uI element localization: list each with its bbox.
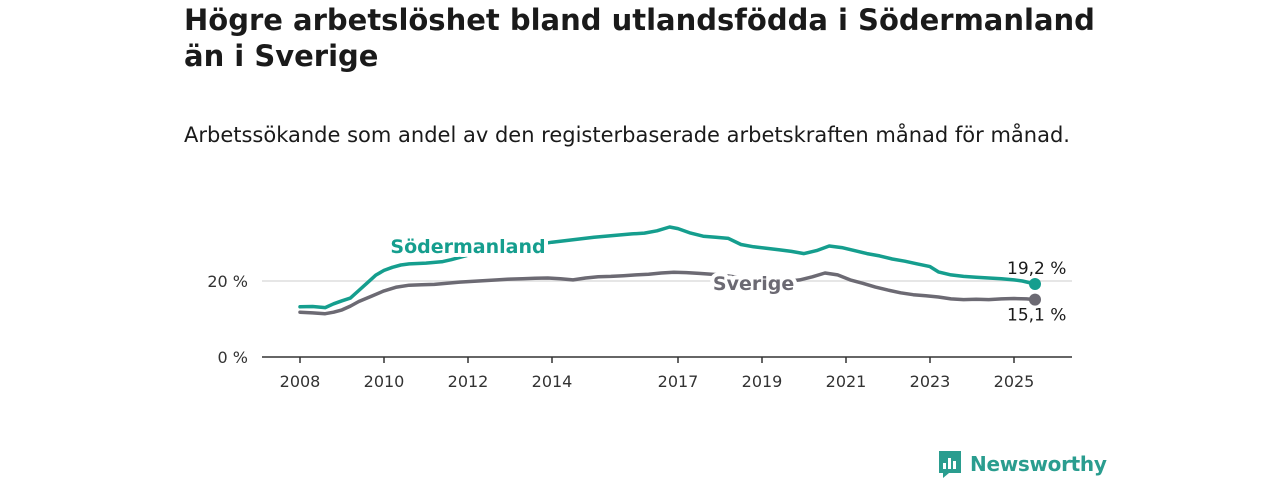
x-tick-label: 2012	[448, 372, 489, 391]
x-tick-label: 2021	[826, 372, 867, 391]
series-label-sverige: Sverige	[713, 273, 794, 295]
series-line-sverige	[298, 270, 1037, 316]
x-tick-label: 2023	[910, 372, 951, 391]
series-label-halo: Sverige	[713, 273, 794, 295]
series-label-halo: Södermanland	[390, 236, 545, 258]
x-tick-label: 2008	[280, 372, 321, 391]
newsworthy-logo: Newsworthy	[937, 449, 1107, 479]
x-tick-label: 2014	[532, 372, 573, 391]
end-marker-sverige	[1029, 293, 1041, 306]
bar-chart-speech-bubble-icon	[939, 451, 961, 478]
end-marker-sdermanland	[1029, 278, 1041, 291]
x-tick-label: 2025	[994, 372, 1035, 391]
chart-title: Högre arbetslöshet bland utlandsfödda i …	[184, 3, 1095, 73]
x-tick-label: 2010	[364, 372, 405, 391]
series-label-sdermanland: Södermanland	[390, 236, 545, 258]
y-tick-label: 20 %	[207, 272, 248, 291]
logo-text: Newsworthy	[970, 452, 1107, 476]
x-tick-label: 2017	[658, 372, 699, 391]
chart-subtitle: Arbetssökande som andel av den registerb…	[184, 123, 1070, 147]
end-label-sdermanland: 19,2 %	[1007, 259, 1066, 279]
end-label-sverige: 15,1 %	[1007, 306, 1066, 326]
y-tick-label: 0 %	[218, 348, 248, 367]
series-line-sdermanland	[298, 225, 1037, 310]
x-tick-label: 2019	[742, 372, 783, 391]
